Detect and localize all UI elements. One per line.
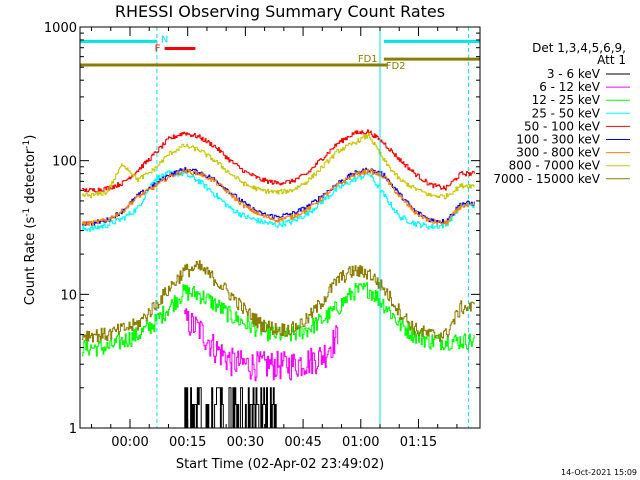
legend-label-7: 800 - 7000 keV	[509, 159, 601, 173]
flag-label-1: F	[155, 44, 161, 55]
legend-header-line2: Att 1	[597, 53, 626, 67]
y-axis-label-part2: detector	[23, 148, 38, 208]
x-axis: 00:00 00:15 00:30 00:45 01:00 01:15	[91, 27, 458, 450]
chart-title: RHESSI Observing Summary Count Rates	[115, 2, 445, 21]
series-line-0	[183, 387, 277, 429]
plot-frame	[79, 26, 481, 429]
y-axis-label-part3: )	[23, 135, 38, 140]
x-axis-label: Start Time (02-Apr-02 23:49:02)	[176, 457, 384, 472]
x-tick-label-3: 00:45	[284, 435, 321, 450]
y-tick-label-2: 100	[52, 155, 77, 170]
legend-label-2: 12 - 25 keV	[532, 93, 601, 107]
series-line-3	[81, 170, 475, 232]
series-line-8	[81, 260, 475, 343]
legend-label-1: 6 - 12 keV	[539, 80, 601, 94]
x-tick-label-4: 01:00	[342, 435, 379, 450]
x-tick-label-1: 00:15	[169, 435, 206, 450]
y-axis-label: Count Rate (s-1 detector-1)	[22, 135, 38, 306]
frame-rect	[79, 26, 481, 429]
flag-label-2: FD1	[358, 54, 378, 65]
y-tick-label-1: 10	[60, 288, 77, 303]
y-axis-label-part1: Count Rate (s	[23, 217, 38, 306]
legend-label-6: 300 - 800 keV	[516, 146, 600, 160]
x-tick-label-5: 01:15	[400, 435, 437, 450]
y-tick-label-0: 1	[69, 422, 77, 437]
legend-label-4: 50 - 100 keV	[524, 119, 601, 133]
legend-label-0: 3 - 6 keV	[547, 67, 601, 81]
flag-label-3: FD2	[386, 61, 406, 72]
timestamp: 14-Oct-2021 15:09	[561, 468, 637, 477]
x-tick-label-2: 00:30	[227, 435, 264, 450]
plot-area: NF FD1 FD2	[79, 27, 480, 429]
x-tick-label-0: 00:00	[111, 435, 148, 450]
y-axis: 1 10 100 1000	[44, 21, 480, 437]
y-axis-label-sup2: -1	[22, 140, 32, 149]
series-line-6	[81, 168, 475, 226]
legend-label-5: 100 - 300 keV	[516, 133, 600, 147]
legend-label-8: 7000 - 15000 keV	[493, 172, 600, 186]
y-tick-label-3: 1000	[44, 21, 77, 36]
y-axis-label-sup1: -1	[22, 208, 32, 217]
flag-label-0: N	[161, 34, 168, 45]
series-line-1	[183, 308, 339, 382]
series-line-4	[81, 129, 475, 193]
legend-header-line1: Det 1,3,4,5,6,9,	[532, 41, 626, 55]
legend-label-3: 25 - 50 keV	[532, 106, 601, 120]
series-line-7	[81, 132, 475, 200]
